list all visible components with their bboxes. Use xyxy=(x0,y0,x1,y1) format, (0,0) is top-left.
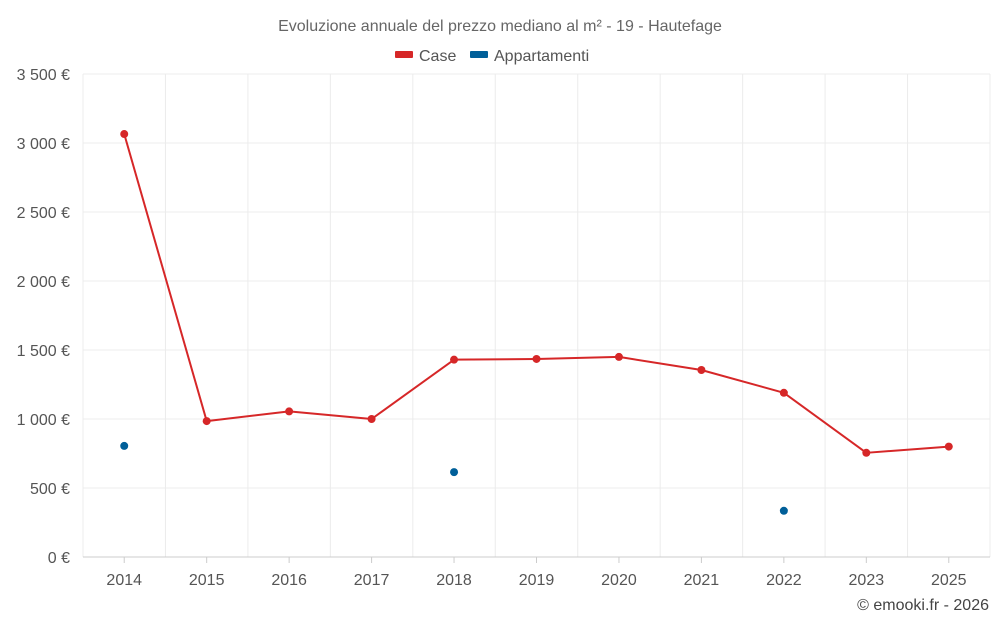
x-tick-label: 2018 xyxy=(436,572,472,589)
data-point-case[interactable] xyxy=(697,366,706,375)
x-tick-label: 2014 xyxy=(106,572,142,589)
data-point-case[interactable] xyxy=(367,415,376,423)
x-tick-label: 2025 xyxy=(931,572,967,589)
x-tick-label: 2020 xyxy=(601,572,637,589)
data-point-appartamenti[interactable] xyxy=(450,468,459,477)
y-tick-label: 2 500 € xyxy=(17,205,70,222)
x-axis: 2014 2015 2016 2017 2018 2019 2020 2021 2022 2023… xyxy=(83,556,990,589)
y-tick-label: 3 500 € xyxy=(17,67,70,84)
legend-swatch-appartamenti xyxy=(470,51,488,58)
x-tick-label: 2016 xyxy=(271,572,307,589)
chart-title: Evoluzione annuale del prezzo mediano al… xyxy=(278,18,722,35)
legend-label-case[interactable]: Case xyxy=(419,48,456,65)
data-point-case[interactable] xyxy=(944,442,953,451)
x-tick-label: 2021 xyxy=(684,572,720,589)
x-tick-label: 2019 xyxy=(519,572,555,589)
data-point-case[interactable] xyxy=(614,352,623,361)
y-tick-label: 1 500 € xyxy=(17,343,70,360)
data-point-case[interactable] xyxy=(862,448,871,457)
data-point-case[interactable] xyxy=(532,354,541,363)
data-point-case[interactable] xyxy=(202,417,211,426)
credit-text[interactable]: © emooki.fr - 2026 xyxy=(857,597,989,614)
x-tick-label: 2023 xyxy=(849,572,885,589)
y-tick-label: 1 000 € xyxy=(17,412,70,429)
legend-label-appartamenti[interactable]: Appartamenti xyxy=(494,48,589,65)
data-point-case[interactable] xyxy=(779,388,788,397)
data-point-appartamenti[interactable] xyxy=(779,506,788,515)
legend: Case Appartamenti xyxy=(395,48,589,65)
data-point-case[interactable] xyxy=(120,130,129,139)
grid xyxy=(82,73,991,557)
y-tick-label: 2 000 € xyxy=(17,274,70,291)
y-tick-label: 0 € xyxy=(48,550,70,567)
data-point-case[interactable] xyxy=(450,355,459,364)
x-tick-label: 2022 xyxy=(766,572,802,589)
legend-swatch-case xyxy=(395,51,413,58)
x-tick-label: 2015 xyxy=(189,572,225,589)
series-layer xyxy=(120,130,953,515)
data-point-appartamenti[interactable] xyxy=(120,441,129,450)
y-tick-label: 3 000 € xyxy=(17,136,70,153)
data-point-case[interactable] xyxy=(285,407,294,416)
x-tick-label: 2017 xyxy=(354,572,390,589)
y-tick-label: 500 € xyxy=(30,481,70,498)
y-axis: 0 € 500 € 1 000 € 1 500 € 2 000 € 2 500 € 3 00… xyxy=(17,67,70,567)
